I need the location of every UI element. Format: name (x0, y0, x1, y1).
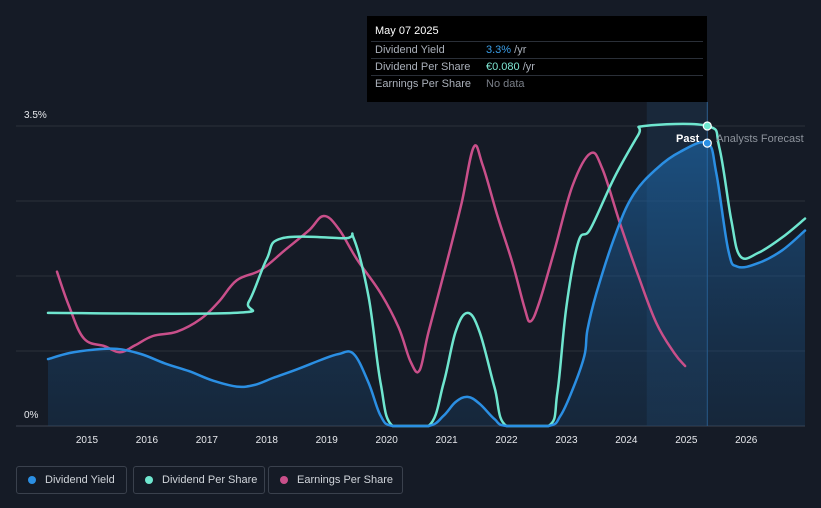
analysts-forecast-label: Analysts Forecast (716, 133, 803, 145)
legend-dot-icon (280, 476, 288, 484)
dividend-yield-area (48, 142, 805, 426)
x-axis-ticks: 2015 2016 2017 2018 2019 2020 2021 2022 2023 2024… (76, 435, 758, 446)
dividend-chart: 3.5% 0% Past Analysts Forecast 2015 2016 2… (16, 102, 807, 446)
legend-dot-icon (145, 476, 153, 484)
tooltip-label: Earnings Per Share (375, 78, 471, 90)
x-tick-label: 2026 (735, 435, 758, 446)
tooltip-value-number: €0.080 (486, 61, 520, 73)
legend-dividend-yield[interactable]: Dividend Yield (16, 466, 127, 494)
tooltip-unit: /yr (511, 44, 527, 56)
tooltip-value-number: 3.3% (486, 44, 512, 56)
legend-dot-icon (28, 476, 36, 484)
x-tick-label: 2019 (316, 435, 339, 446)
x-tick-label: 2020 (376, 435, 399, 446)
x-tick-label: 2018 (256, 435, 279, 446)
x-tick-label: 2017 (196, 435, 219, 446)
tooltip-value: No data (486, 78, 525, 90)
hover-tooltip: May 07 2025 Dividend Yield 3.3% /yr Divi… (367, 16, 707, 102)
tooltip-row-earnings-per-share: Earnings Per Share No data (371, 75, 703, 93)
earnings-per-share-line (55, 144, 687, 374)
legend-earnings-per-share[interactable]: Earnings Per Share (268, 466, 403, 494)
dividend-per-share-marker[interactable] (702, 121, 712, 131)
past-label: Past (676, 133, 700, 145)
tooltip-value: 3.3% /yr (486, 44, 526, 56)
tooltip-date: May 07 2025 (375, 25, 439, 37)
dividend-yield-line (46, 140, 807, 428)
y-axis-bottom-label: 0% (24, 410, 39, 421)
dividend-yield-marker[interactable] (702, 138, 712, 148)
tooltip-value: €0.080 /yr (486, 61, 535, 73)
tooltip-row-dividend-yield: Dividend Yield 3.3% /yr (371, 41, 703, 59)
x-tick-label: 2022 (495, 435, 518, 446)
x-tick-label: 2023 (555, 435, 578, 446)
x-tick-label: 2015 (76, 435, 99, 446)
legend-label: Dividend Yield (45, 474, 115, 486)
x-tick-label: 2016 (136, 435, 159, 446)
tooltip-label: Dividend Yield (375, 44, 445, 56)
tooltip-value-number: No data (486, 78, 525, 90)
dividend-per-share-line (46, 122, 807, 428)
legend-label: Dividend Per Share (162, 474, 258, 486)
legend-dividend-per-share[interactable]: Dividend Per Share (133, 466, 265, 494)
tooltip-row-dividend-per-share: Dividend Per Share €0.080 /yr (371, 58, 703, 76)
y-axis-top-label: 3.5% (24, 110, 47, 121)
x-tick-label: 2021 (435, 435, 458, 446)
tooltip-unit: /yr (519, 61, 535, 73)
legend-label: Earnings Per Share (297, 474, 393, 486)
x-tick-label: 2024 (615, 435, 638, 446)
x-tick-label: 2025 (675, 435, 698, 446)
tooltip-label: Dividend Per Share (375, 61, 471, 73)
